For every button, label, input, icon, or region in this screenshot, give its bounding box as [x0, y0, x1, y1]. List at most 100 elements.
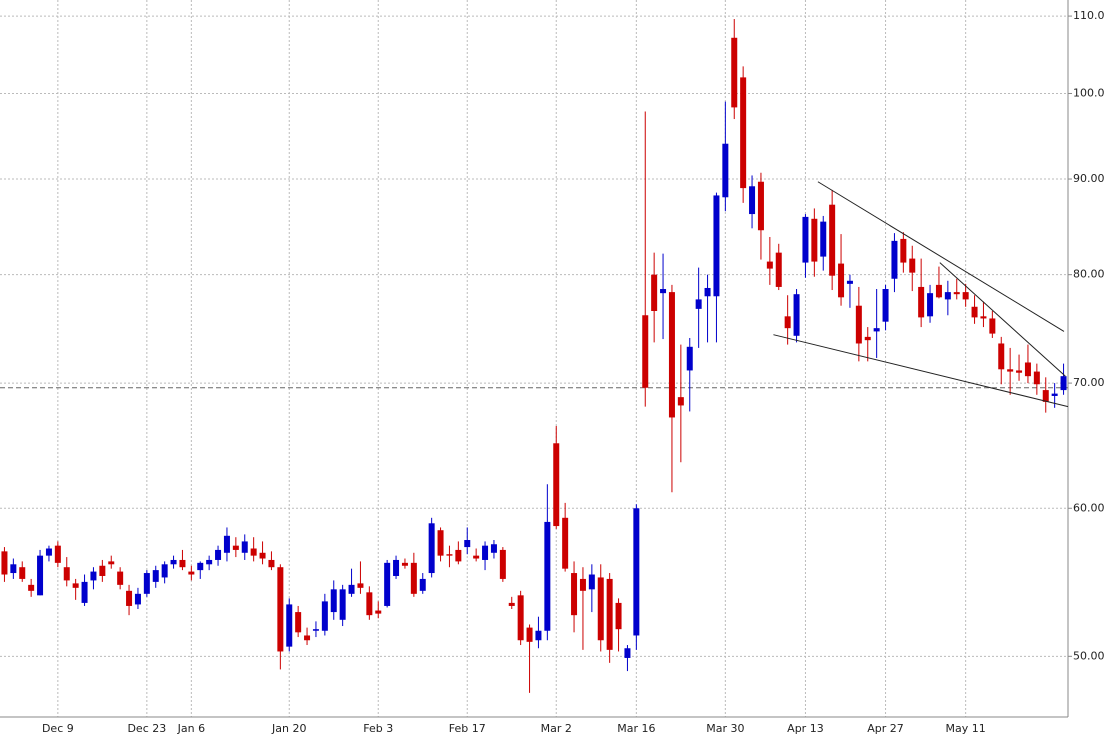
candle-body: [143, 573, 150, 594]
x-tick-label: Mar 30: [706, 722, 744, 735]
y-tick-label: 70.00: [1073, 376, 1105, 389]
candle-body: [232, 545, 239, 550]
candle-body: [544, 521, 551, 631]
candle-body: [179, 559, 186, 568]
candle-body: [704, 287, 711, 297]
candle-body: [918, 286, 925, 318]
candle-body: [188, 571, 195, 575]
candle-body: [126, 590, 133, 606]
candle-body: [482, 545, 489, 560]
candle-body: [1007, 369, 1014, 372]
candle-body: [615, 602, 622, 630]
candle-body: [1024, 362, 1031, 377]
candle-body: [1, 551, 8, 575]
candle-body: [517, 595, 524, 641]
candle-body: [99, 565, 106, 576]
candle-body: [286, 604, 293, 647]
candle-body: [1033, 371, 1040, 385]
candle-body: [731, 37, 738, 108]
candle-body: [108, 561, 115, 565]
candle-body: [651, 274, 658, 311]
candle-body: [953, 292, 960, 295]
candle-body: [838, 263, 845, 298]
candle-body: [54, 545, 61, 563]
y-tick-label: 100.0: [1073, 86, 1105, 99]
candle-body: [757, 181, 764, 231]
candle-body: [677, 397, 684, 406]
candle-body: [446, 554, 453, 556]
candle-body: [740, 77, 747, 189]
candle-body: [811, 218, 818, 262]
candle-body: [882, 289, 889, 322]
y-tick-label: 90.00: [1073, 172, 1105, 185]
candle-body: [63, 567, 70, 581]
candle-body: [45, 548, 52, 556]
candle-body: [1042, 390, 1049, 402]
candle-body: [749, 186, 756, 215]
candle-body: [695, 299, 702, 309]
candle-body: [259, 552, 266, 559]
candle-body: [900, 238, 907, 263]
x-tick-label: Dec 23: [127, 722, 166, 735]
candle-body: [170, 559, 177, 565]
candle-body: [571, 573, 578, 616]
candle-body: [419, 578, 426, 591]
candle-body: [535, 630, 542, 641]
candle-body: [784, 316, 791, 329]
x-tick-label: Feb 17: [449, 722, 486, 735]
candle-body: [553, 443, 560, 527]
candle-body: [864, 336, 871, 341]
candle-body: [321, 601, 328, 631]
candle-body: [401, 562, 408, 566]
candle-body: [134, 593, 141, 605]
y-tick-label: 80.00: [1073, 268, 1105, 281]
trendline: [773, 334, 1069, 408]
candle-body: [562, 517, 569, 569]
candle-body: [642, 315, 649, 388]
candle-body: [927, 293, 934, 317]
candle-body: [1060, 376, 1067, 391]
candle-body: [37, 555, 44, 596]
candle-body: [117, 571, 124, 585]
candle-body: [775, 252, 782, 287]
x-tick-label: May 11: [946, 722, 986, 735]
candle-body: [357, 583, 364, 588]
x-tick-label: Feb 3: [363, 722, 393, 735]
candle-body: [490, 544, 497, 553]
candle-body: [766, 261, 773, 269]
candle-body: [473, 555, 480, 559]
candle-body: [375, 610, 382, 614]
candle-body: [935, 284, 942, 298]
candle-body: [241, 541, 248, 553]
candle-body: [437, 530, 444, 556]
candle-body: [10, 564, 17, 574]
candle-body: [410, 562, 417, 594]
candle-body: [339, 589, 346, 620]
candle-body: [348, 584, 355, 594]
candle-body: [206, 559, 213, 565]
candle-body: [606, 578, 613, 650]
x-tick-label: Mar 2: [541, 722, 572, 735]
candle-body: [802, 216, 809, 263]
candle-body: [250, 548, 257, 556]
candle-body: [855, 305, 862, 344]
candle-body: [668, 292, 675, 418]
candle-body: [268, 559, 275, 568]
candle-body: [304, 635, 311, 641]
candle-body: [28, 584, 35, 591]
y-tick-label: 60.00: [1073, 501, 1105, 514]
candle-body: [1016, 370, 1023, 373]
candle-body: [508, 602, 515, 606]
x-tick-label: Mar 16: [617, 722, 655, 735]
candle-body: [393, 559, 400, 576]
candle-body: [891, 240, 898, 279]
y-tick-label: 50.00: [1073, 649, 1105, 662]
candle-body: [499, 549, 506, 579]
candle-body: [846, 280, 853, 284]
candle-body: [72, 583, 79, 588]
candle-body: [81, 581, 88, 603]
candle-body: [366, 592, 373, 616]
